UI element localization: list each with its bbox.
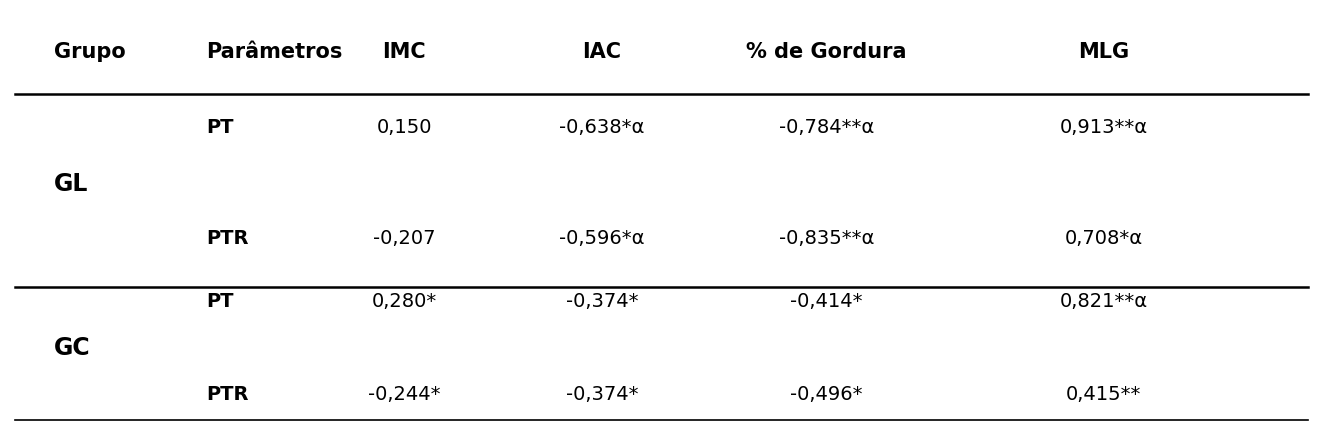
- Text: MLG: MLG: [1078, 42, 1130, 62]
- Text: 0,150: 0,150: [376, 118, 431, 137]
- Text: -0,244*: -0,244*: [368, 385, 441, 404]
- Text: % de Gordura: % de Gordura: [746, 42, 906, 62]
- Text: PT: PT: [206, 292, 234, 311]
- Text: 0,821**α: 0,821**α: [1060, 292, 1148, 311]
- Text: -0,496*: -0,496*: [790, 385, 863, 404]
- Text: -0,374*: -0,374*: [566, 385, 638, 404]
- Text: IAC: IAC: [582, 42, 622, 62]
- Text: Parâmetros: Parâmetros: [206, 42, 343, 62]
- Text: GC: GC: [54, 336, 91, 360]
- Text: 0,280*: 0,280*: [372, 292, 437, 311]
- Text: PT: PT: [206, 118, 234, 137]
- Text: -0,784**α: -0,784**α: [779, 118, 875, 137]
- Text: Grupo: Grupo: [54, 42, 126, 62]
- Text: -0,374*: -0,374*: [566, 292, 638, 311]
- Text: GL: GL: [54, 172, 89, 196]
- Text: IMC: IMC: [382, 42, 426, 62]
- Text: PTR: PTR: [206, 229, 249, 248]
- Text: 0,415**: 0,415**: [1066, 385, 1142, 404]
- Text: PTR: PTR: [206, 385, 249, 404]
- Text: -0,638*α: -0,638*α: [560, 118, 644, 137]
- Text: -0,207: -0,207: [373, 229, 435, 248]
- Text: -0,414*: -0,414*: [790, 292, 863, 311]
- Text: -0,835**α: -0,835**α: [779, 229, 875, 248]
- Text: -0,596*α: -0,596*α: [560, 229, 644, 248]
- Text: 0,708*α: 0,708*α: [1065, 229, 1143, 248]
- Text: 0,913**α: 0,913**α: [1060, 118, 1148, 137]
